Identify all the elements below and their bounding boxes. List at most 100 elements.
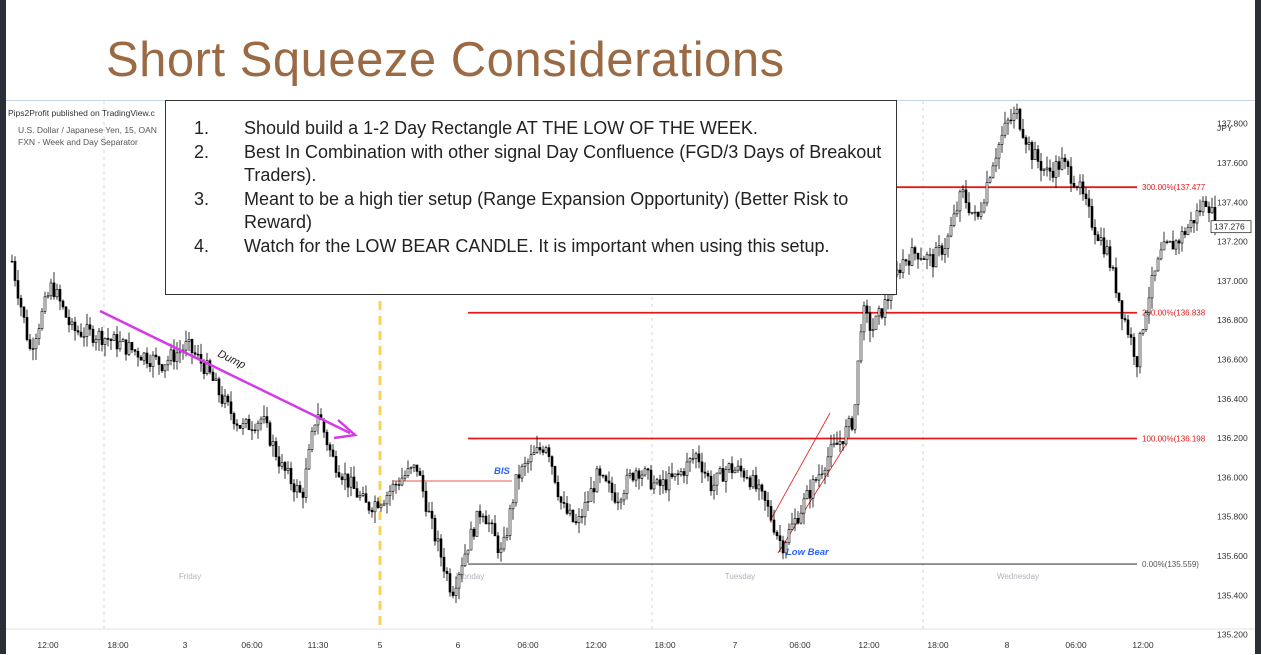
candle-body [82,336,86,338]
fib-level-label: 300.00%(137.477 [1142,183,1206,192]
candle-body [868,312,872,331]
candle-body [757,484,761,490]
candle-body [298,485,302,493]
candle-body [1006,119,1010,124]
candle-body [400,477,404,486]
candle-body [667,473,671,491]
candle-body [1057,161,1061,170]
candle-body [415,464,419,472]
candle-body [106,338,110,340]
candle-body [313,424,317,432]
candle-body [508,508,512,536]
candle-body [652,482,656,490]
candle-body [292,483,296,493]
callout-item-text: Best In Combination with other signal Da… [244,142,882,185]
candle-body [928,254,932,256]
candle-body [949,225,953,237]
candle-body [544,447,548,453]
candle-body [169,349,173,361]
candle-body [301,491,305,498]
candle-body [775,531,779,537]
x-tick-label: 06:00 [1065,640,1087,650]
candle-body [409,467,413,469]
candle-body [601,474,605,477]
candle-body [550,456,554,467]
candle-body [340,476,344,481]
y-tick-label: 135.800 [1217,512,1248,522]
candle-body [1048,167,1052,172]
candle-body [193,352,197,355]
candle-body [1171,240,1175,250]
candle-body [1120,300,1124,319]
callout-list: 1. Should build a 1-2 Day Rectangle AT TH… [166,101,896,258]
candle-body [634,470,638,481]
candle-body [58,289,62,302]
candle-body [811,479,815,499]
candle-body [379,504,383,509]
candle-body [973,211,977,214]
candle-body [277,456,281,467]
candle-body [403,475,407,479]
candle-body [832,442,836,446]
bis-label: BIS [494,466,511,477]
candle-body [349,476,353,488]
candle-body [919,258,923,260]
slide-frame-left [0,0,6,654]
candle-body [1183,231,1187,235]
candle-body [115,334,119,350]
candle-body [295,485,299,493]
candle-body [211,371,215,381]
candle-body [901,259,905,274]
candle-body [685,461,689,476]
candle-body [70,321,74,326]
currency-label: JPY [1217,123,1233,133]
price-chart[interactable]: FridayMondayTuesdayWednesday138.000137.8… [6,101,1255,655]
candle-body [925,254,929,260]
candle-body [772,519,776,533]
candle-body [1099,237,1103,241]
candle-body [373,501,377,513]
candle-body [697,453,701,463]
candle-body [442,556,446,572]
candle-body [280,462,284,467]
candle-body [433,517,437,542]
candle-body [805,490,809,500]
candle-body [907,260,911,266]
candle-body [175,352,179,362]
candle-body [1078,181,1082,188]
candle-body [670,473,674,478]
candle-body [1162,241,1166,251]
candle-body [97,330,101,341]
candle-body [1018,108,1022,130]
candle-body [889,293,893,301]
candle-body [337,472,341,478]
candle-body [682,471,686,476]
candle-body [1150,275,1154,299]
candle-body [496,535,500,554]
candle-body [883,299,887,318]
candle-body [436,538,440,542]
candle-body [568,509,572,514]
candle-body [1042,168,1046,171]
y-tick-label: 135.200 [1217,630,1248,640]
y-tick-label: 135.400 [1217,590,1248,600]
candle-body [361,493,365,496]
candle-body [253,429,257,432]
candle-body [157,356,161,365]
candle-body [724,469,728,482]
candle-body [913,247,917,254]
candle-body [316,414,320,426]
candle-body [19,297,23,308]
candle-body [427,510,431,513]
candle-body [265,416,269,424]
candle-body [1003,122,1007,136]
y-tick-label: 135.600 [1217,551,1248,561]
session-label: Monday [456,572,484,581]
candle-body [877,308,881,317]
candle-body [532,452,536,455]
candle-body [127,342,131,355]
callout-item-text: Meant to be a high tier setup (Range Exp… [244,189,849,232]
dump-arrow-head [333,419,358,440]
candle-body [958,191,962,212]
candle-body [382,503,386,506]
